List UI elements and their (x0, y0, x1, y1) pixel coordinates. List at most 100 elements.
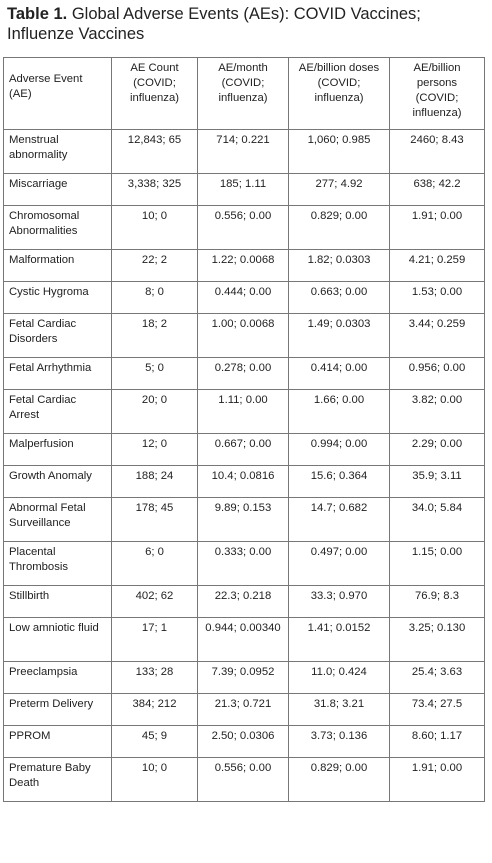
table-value-cell: 188; 24 (111, 465, 198, 498)
table-value-cell: 17; 1 (111, 617, 198, 662)
table-value-cell: 1.91; 0.00 (389, 757, 485, 802)
table-value-cell: 2460; 8.43 (389, 129, 485, 174)
table-value-cell: 10.4; 0.0816 (197, 465, 289, 498)
table-row: Malperfusion 12; 0 0.667; 0.00 0.994; 0.00 2… (3, 433, 485, 466)
table-row: Abnormal Fetal Surveillance 178; 45 9.89; … (3, 497, 485, 542)
table-row: Miscarriage 3,338; 325 185; 1.11 277; 4.92 6… (3, 173, 485, 206)
table-row: Preeclampsia 133; 28 7.39; 0.0952 11.0; 0.4… (3, 661, 485, 694)
table-value-cell: 1.82; 0.0303 (288, 249, 390, 282)
adverse-event-name-cell: Chromosomal Abnormalities (3, 205, 112, 250)
adverse-event-name-cell: Menstrual abnormality (3, 129, 112, 174)
table-value-cell: 8; 0 (111, 281, 198, 314)
adverse-event-name-cell: Stillbirth (3, 585, 112, 618)
table-value-cell: 35.9; 3.11 (389, 465, 485, 498)
table-value-cell: 7.39; 0.0952 (197, 661, 289, 694)
header-row: Adverse Event (AE) AE Count (COVID; infl… (3, 57, 485, 130)
table-row: Low amniotic fluid 17; 1 0.944; 0.00340 1.4… (3, 617, 485, 662)
column-header: AE Count (COVID; influenza) (111, 57, 198, 130)
table-value-cell: 0.556; 0.00 (197, 205, 289, 250)
table-value-cell: 0.333; 0.00 (197, 541, 289, 586)
table-value-cell: 3.73; 0.136 (288, 725, 390, 758)
adverse-event-name-cell: Fetal Cardiac Arrest (3, 389, 112, 434)
table-value-cell: 1.15; 0.00 (389, 541, 485, 586)
table-value-cell: 0.667; 0.00 (197, 433, 289, 466)
table-value-cell: 178; 45 (111, 497, 198, 542)
table-value-cell: 0.994; 0.00 (288, 433, 390, 466)
adverse-event-name-cell: Malformation (3, 249, 112, 282)
table-value-cell: 73.4; 27.5 (389, 693, 485, 726)
column-header: AE/billion persons (COVID; influenza) (389, 57, 485, 130)
table-value-cell: 0.663; 0.00 (288, 281, 390, 314)
table-row: Fetal Arrhythmia 5; 0 0.278; 0.00 0.414; 0.… (3, 357, 485, 390)
adverse-event-name-cell: Growth Anomaly (3, 465, 112, 498)
table-value-cell: 18; 2 (111, 313, 198, 358)
table-value-cell: 133; 28 (111, 661, 198, 694)
table-row: Cystic Hygroma 8; 0 0.444; 0.00 0.663; 0.00… (3, 281, 485, 314)
table-row: Menstrual abnormality 12,843; 65 714; 0.22… (3, 129, 485, 174)
table-row: Fetal Cardiac Arrest 20; 0 1.11; 0.00 1.66;… (3, 389, 485, 434)
table-value-cell: 9.89; 0.153 (197, 497, 289, 542)
table-row: Growth Anomaly 188; 24 10.4; 0.0816 15.6; 0… (3, 465, 485, 498)
table-row: Placental Thrombosis 6; 0 0.333; 0.00 0.497… (3, 541, 485, 586)
table-body: Menstrual abnormality 12,843; 65 714; 0.22… (3, 129, 485, 802)
table-value-cell: 1.41; 0.0152 (288, 617, 390, 662)
adverse-event-name-cell: Fetal Arrhythmia (3, 357, 112, 390)
table-value-cell: 15.6; 0.364 (288, 465, 390, 498)
table-value-cell: 21.3; 0.721 (197, 693, 289, 726)
table-value-cell: 20; 0 (111, 389, 198, 434)
table-value-cell: 22.3; 0.218 (197, 585, 289, 618)
table-value-cell: 8.60; 1.17 (389, 725, 485, 758)
table-value-cell: 14.7; 0.682 (288, 497, 390, 542)
table-value-cell: 1,060; 0.985 (288, 129, 390, 174)
adverse-events-table: Adverse Event (AE) AE Count (COVID; infl… (3, 57, 485, 802)
table-value-cell: 45; 9 (111, 725, 198, 758)
table-value-cell: 185; 1.11 (197, 173, 289, 206)
table-value-cell: 277; 4.92 (288, 173, 390, 206)
table-row: Fetal Cardiac Disorders 18; 2 1.00; 0.0068… (3, 313, 485, 358)
table-value-cell: 1.22; 0.0068 (197, 249, 289, 282)
table-value-cell: 3.44; 0.259 (389, 313, 485, 358)
table-value-cell: 0.278; 0.00 (197, 357, 289, 390)
table-value-cell: 1.00; 0.0068 (197, 313, 289, 358)
table-value-cell: 10; 0 (111, 757, 198, 802)
table-caption-title: Global Adverse Events (AEs): COVID Vacci… (7, 5, 421, 43)
table-value-cell: 6; 0 (111, 541, 198, 586)
column-header: AE/month (COVID; influenza) (197, 57, 289, 130)
adverse-event-name-cell: Preeclampsia (3, 661, 112, 694)
table-value-cell: 34.0; 5.84 (389, 497, 485, 542)
table-value-cell: 3,338; 325 (111, 173, 198, 206)
table-row: PPROM 45; 9 2.50; 0.0306 3.73; 0.136 8.60; 1… (3, 725, 485, 758)
table-value-cell: 10; 0 (111, 205, 198, 250)
table-value-cell: 384; 212 (111, 693, 198, 726)
table-caption: Table 1. Global Adverse Events (AEs): CO… (7, 4, 477, 44)
adverse-event-name-cell: PPROM (3, 725, 112, 758)
table-value-cell: 402; 62 (111, 585, 198, 618)
table-value-cell: 0.414; 0.00 (288, 357, 390, 390)
table-value-cell: 31.8; 3.21 (288, 693, 390, 726)
adverse-event-name-cell: Low amniotic fluid (3, 617, 112, 662)
table-value-cell: 25.4; 3.63 (389, 661, 485, 694)
adverse-event-name-cell: Preterm Delivery (3, 693, 112, 726)
table-value-cell: 1.53; 0.00 (389, 281, 485, 314)
table-value-cell: 1.49; 0.0303 (288, 313, 390, 358)
table-value-cell: 638; 42.2 (389, 173, 485, 206)
table-value-cell: 2.29; 0.00 (389, 433, 485, 466)
table-caption-label: Table 1. (7, 5, 68, 23)
table-value-cell: 714; 0.221 (197, 129, 289, 174)
table-value-cell: 0.944; 0.00340 (197, 617, 289, 662)
adverse-event-name-cell: Placental Thrombosis (3, 541, 112, 586)
table-value-cell: 0.956; 0.00 (389, 357, 485, 390)
table-row: Stillbirth 402; 62 22.3; 0.218 33.3; 0.970 7… (3, 585, 485, 618)
table-value-cell: 2.50; 0.0306 (197, 725, 289, 758)
table-value-cell: 76.9; 8.3 (389, 585, 485, 618)
table-value-cell: 12,843; 65 (111, 129, 198, 174)
column-header: AE/billion doses (COVID; influenza) (288, 57, 390, 130)
table-value-cell: 3.25; 0.130 (389, 617, 485, 662)
adverse-event-name-cell: Miscarriage (3, 173, 112, 206)
adverse-event-name-cell: Abnormal Fetal Surveillance (3, 497, 112, 542)
column-header: Adverse Event (AE) (3, 57, 112, 130)
table-value-cell: 5; 0 (111, 357, 198, 390)
table-value-cell: 11.0; 0.424 (288, 661, 390, 694)
table-value-cell: 1.11; 0.00 (197, 389, 289, 434)
adverse-event-name-cell: Malperfusion (3, 433, 112, 466)
